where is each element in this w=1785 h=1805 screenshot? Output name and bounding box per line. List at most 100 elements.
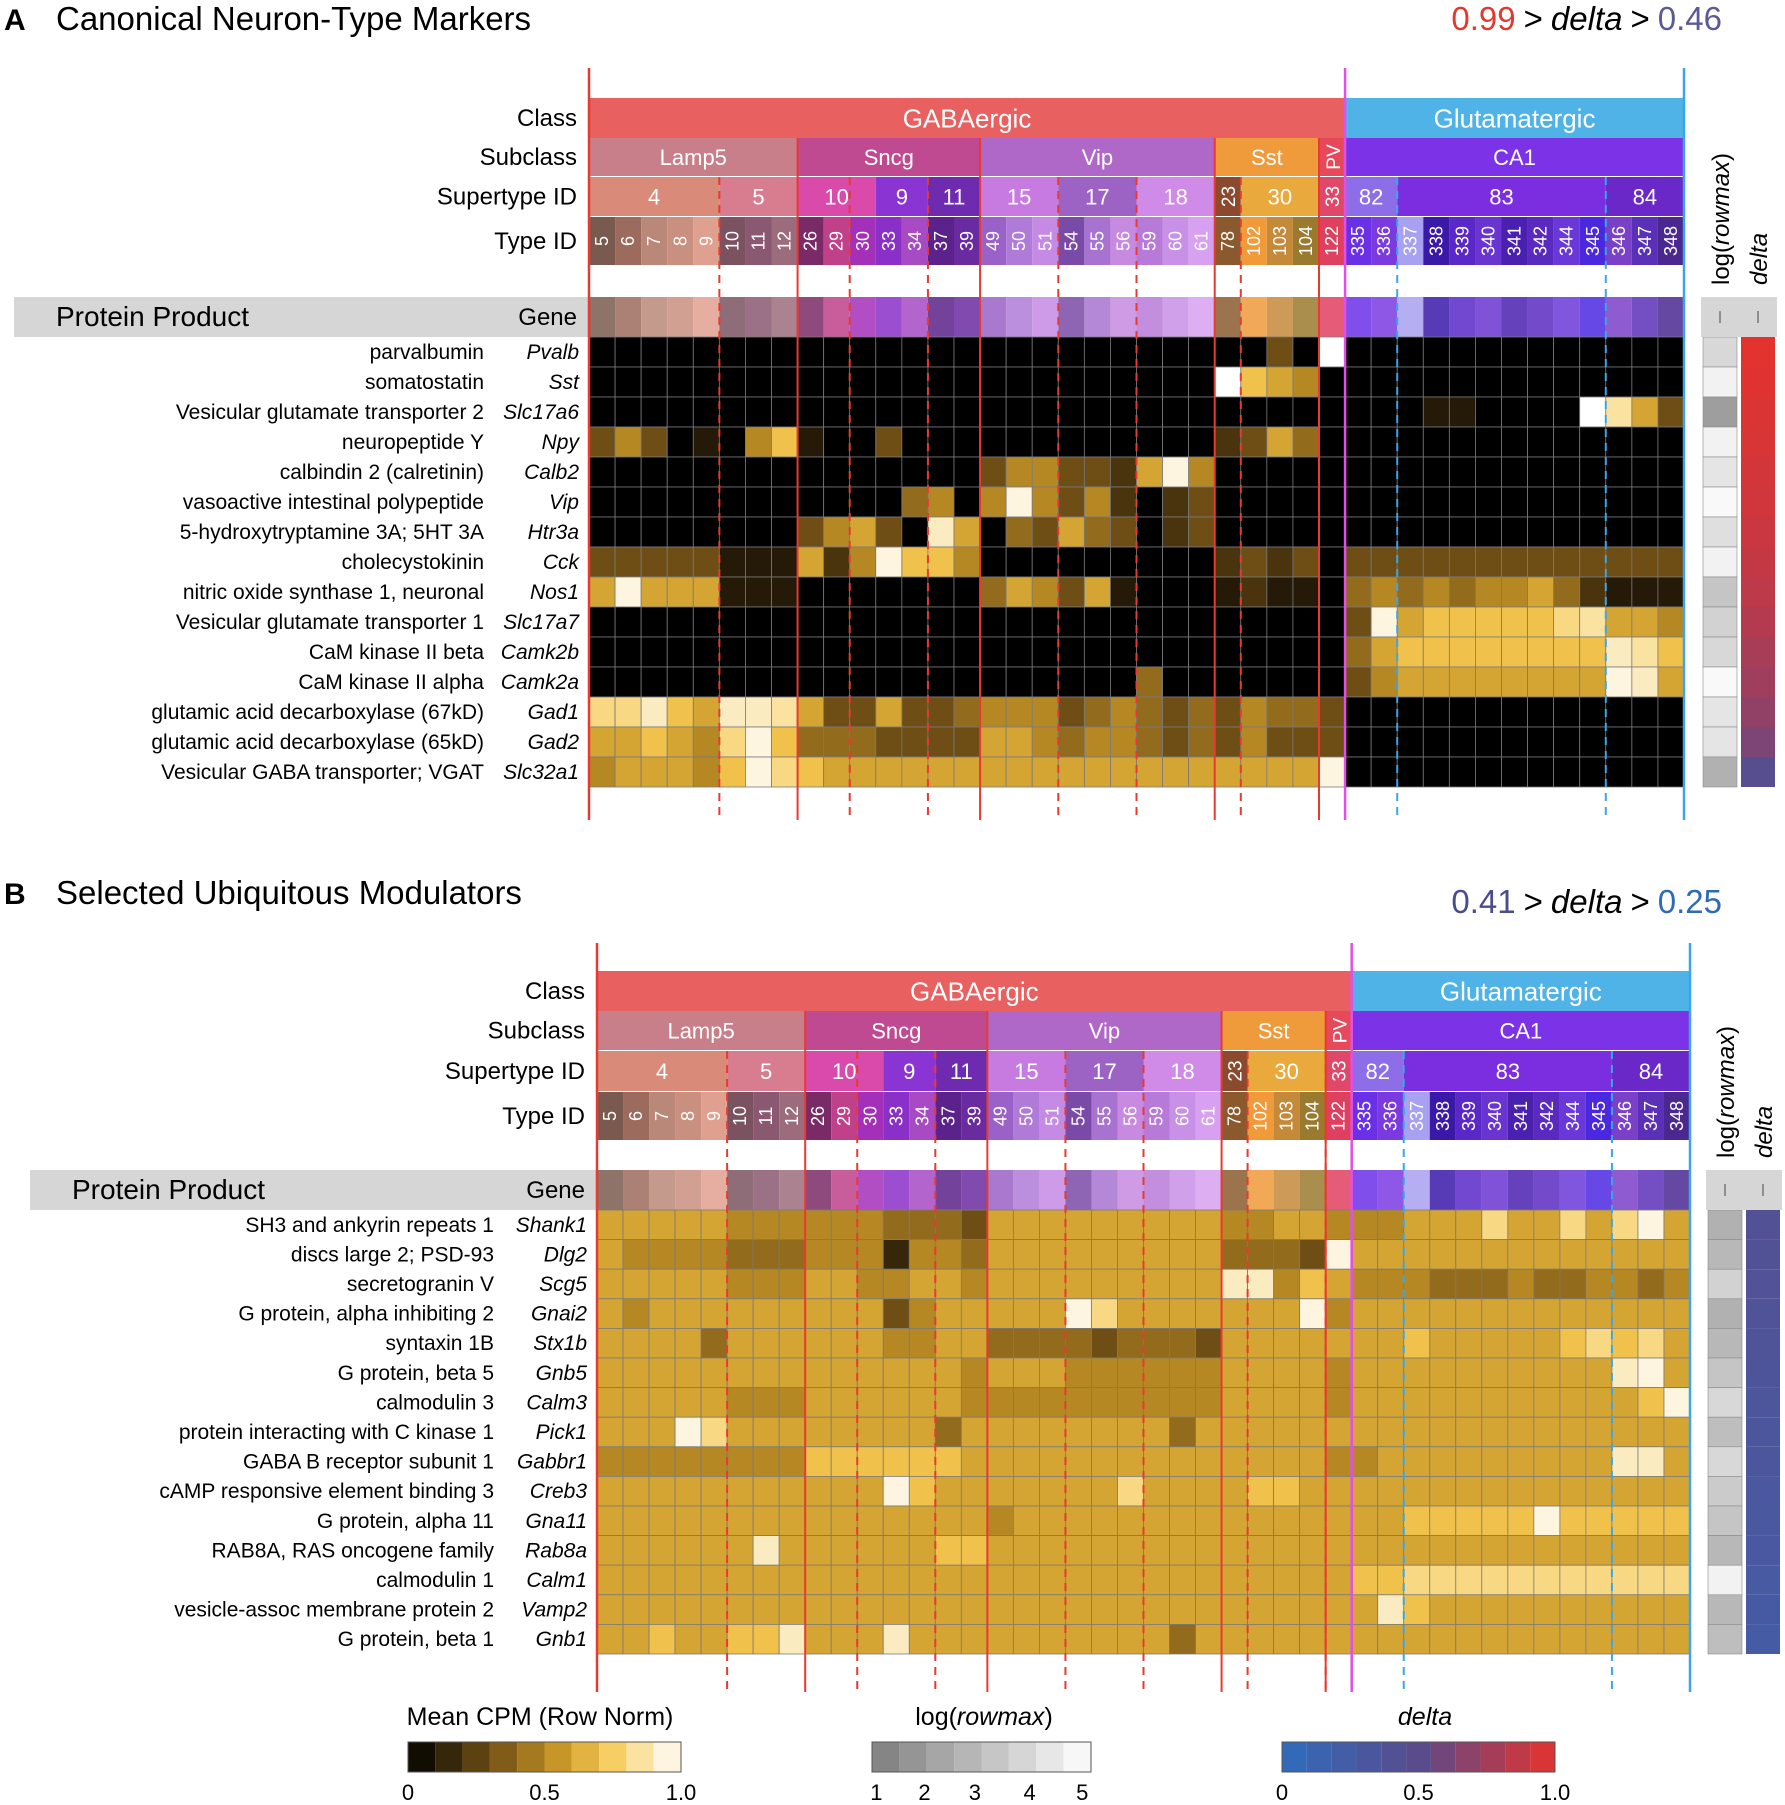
heatmap-cell <box>674 1416 702 1448</box>
heatmap-cell <box>1403 1446 1431 1477</box>
heatmap-cell <box>1117 1446 1144 1477</box>
supertype-label: 5 <box>760 1059 772 1084</box>
type-color-swatch <box>727 1170 754 1210</box>
heatmap-cell <box>849 456 877 488</box>
heatmap-cell <box>1318 486 1346 518</box>
heatmap-cell <box>901 396 929 428</box>
heatmap-cell <box>1579 336 1607 368</box>
heatmap-cell <box>1631 546 1659 578</box>
heatmap-cell <box>1370 636 1398 668</box>
heatmap-cell <box>745 636 772 668</box>
heatmap-cell <box>1325 1594 1353 1625</box>
heatmap-cell <box>1396 336 1424 368</box>
heatmap-cell <box>778 1594 806 1625</box>
type-id-label: 60 <box>1173 1106 1193 1126</box>
heatmap-cell <box>1292 546 1320 578</box>
heatmap-cell <box>640 486 668 518</box>
heatmap-cell <box>700 1505 728 1537</box>
heatmap-cell <box>1083 426 1111 458</box>
heatmap-cell <box>1247 1239 1275 1270</box>
heatmap-cell <box>771 336 798 368</box>
legend-swatch <box>1008 1742 1037 1772</box>
row-label-type: Type ID <box>502 1103 585 1130</box>
heatmap-cell <box>1065 1476 1092 1507</box>
heatmap-cell <box>882 1505 910 1537</box>
heatmap-cell <box>1057 366 1085 398</box>
heatmap-cell <box>771 456 798 488</box>
heatmap-cell <box>752 1268 780 1300</box>
subclass-label: PV <box>1331 1018 1352 1044</box>
panel-a-letter: A <box>4 4 26 37</box>
heatmap-cell <box>804 1268 832 1300</box>
heatmap-cell <box>1240 606 1268 638</box>
heatmap-cell <box>1559 1505 1587 1537</box>
heatmap-cell <box>1057 636 1085 668</box>
supertype-label: 30 <box>1268 184 1292 209</box>
delta-cell <box>1741 457 1775 487</box>
type-id-label: 26 <box>801 231 821 251</box>
heatmap-cell <box>901 606 929 638</box>
protein-label: protein interacting with C kinase 1 <box>179 1421 494 1444</box>
legend-swatch <box>899 1742 927 1772</box>
heatmap-cell <box>700 1416 728 1448</box>
heatmap-cell <box>745 366 772 398</box>
heatmap-cell <box>1429 1594 1457 1625</box>
type-color-swatch <box>954 297 981 337</box>
heatmap-cell <box>1266 726 1294 758</box>
heatmap-cell <box>1136 756 1163 788</box>
heatmap-cell <box>640 336 668 368</box>
heatmap-cell <box>986 1268 1014 1300</box>
heatmap-cell <box>856 1624 884 1655</box>
heatmap-cell <box>596 1446 624 1477</box>
heatmap-cell <box>986 1387 1014 1418</box>
heatmap-cell <box>1481 1505 1509 1537</box>
side-header-band <box>1706 1170 1782 1210</box>
type-id-cell <box>1351 1092 1378 1140</box>
heatmap-cell <box>1299 1298 1327 1329</box>
heatmap-cell <box>1605 726 1633 758</box>
type-id-cell <box>1091 1092 1118 1140</box>
heatmap-cell <box>1605 606 1633 638</box>
heatmap-cell <box>960 1298 988 1329</box>
heatmap-cell <box>700 1239 728 1270</box>
gene-label: Slc17a7 <box>503 611 580 634</box>
heatmap-cell <box>1221 1268 1248 1300</box>
legend-rowmax-title: log(rowmax) <box>915 1703 1053 1731</box>
heatmap-cell <box>986 1624 1014 1655</box>
type-color-swatch <box>1423 297 1450 337</box>
heatmap-cell <box>1579 516 1607 548</box>
heatmap-cell <box>1422 756 1450 788</box>
heatmap-cell <box>1611 1476 1639 1507</box>
heatmap-cell <box>1299 1624 1327 1655</box>
heatmap-cell <box>1553 336 1581 368</box>
heatmap-cell <box>1344 636 1372 668</box>
delta-cell <box>1746 1269 1780 1299</box>
heatmap-cell <box>666 636 694 668</box>
heatmap-cell <box>1325 1446 1353 1477</box>
heatmap-cell <box>875 456 903 488</box>
heatmap-cell <box>1527 756 1555 788</box>
delta-cell <box>1741 607 1775 637</box>
heatmap-cell <box>1585 1328 1613 1359</box>
heatmap-cell <box>1351 1624 1379 1655</box>
heatmap-cell <box>1266 756 1294 788</box>
heatmap-cell <box>745 546 772 578</box>
heatmap-cell <box>901 726 929 758</box>
heatmap-cell <box>1273 1357 1301 1389</box>
legend-tick: 0.5 <box>529 1780 560 1805</box>
heatmap-cell <box>666 396 694 428</box>
heatmap-cell <box>1110 516 1137 548</box>
heatmap-cell <box>718 666 746 698</box>
heatmap-cell <box>1657 756 1685 788</box>
heatmap-cell <box>1481 1357 1509 1389</box>
heatmap-cell <box>588 456 616 488</box>
rowmax-cell <box>1702 576 1738 608</box>
type-color-swatch <box>1605 297 1632 337</box>
heatmap-cell <box>718 576 746 608</box>
type-color-swatch <box>1631 297 1658 337</box>
legend-tick: 1.0 <box>666 1780 697 1805</box>
heatmap-cell <box>1188 546 1216 578</box>
heatmap-cell <box>596 1594 624 1625</box>
heatmap-cell <box>1057 756 1085 788</box>
heatmap-cell <box>692 486 720 518</box>
